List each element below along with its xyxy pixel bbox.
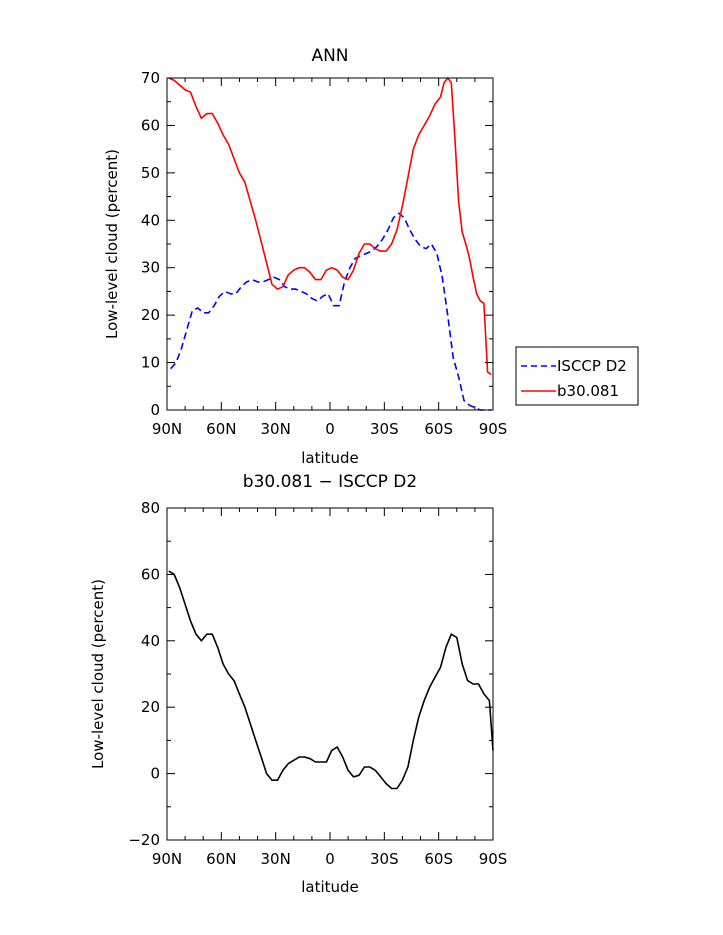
top-chart-frame (166, 77, 494, 411)
top-chart-ticks: 90N 60N 30N 0 30S 60S 90S 0 10 20 30 40 50 60 70 (141, 69, 507, 438)
top-x-tick-label: 90S (479, 420, 508, 438)
top-series-line-1 (168, 77, 492, 376)
top-chart-y-axis-title: Low-level cloud (percent) (103, 149, 121, 339)
bottom-chart-x-axis-title: latitude (301, 878, 359, 896)
top-x-tick-label: 60S (424, 420, 453, 438)
bottom-x-tick-label: 30N (261, 850, 291, 868)
top-y-tick-label: 50 (141, 164, 160, 182)
bottom-chart-title: b30.081 − ISCCP D2 (243, 472, 417, 492)
top-y-tick-label: 0 (150, 401, 160, 419)
bottom-x-tick-label: 60N (206, 850, 236, 868)
bottom-y-tick-label: 80 (141, 499, 160, 517)
legend-box (515, 346, 639, 406)
top-y-tick-label: 40 (141, 211, 160, 229)
top-x-tick-label: 90N (152, 420, 182, 438)
bottom-y-tick-label: 60 (141, 565, 160, 583)
top-x-tick-label: 60N (206, 420, 236, 438)
top-y-tick-label: 70 (141, 69, 160, 87)
bottom-y-tick-label: 40 (141, 632, 160, 650)
bottom-x-tick-label: 90S (479, 850, 508, 868)
bottom-chart-y-axis-title: Low-level cloud (percent) (89, 579, 107, 769)
legend: ISCCP D2 b30.081 (515, 346, 639, 406)
bottom-chart-marks (168, 570, 494, 790)
bottom-series-line-0 (168, 570, 494, 790)
bottom-x-tick-label: 30S (370, 850, 399, 868)
bottom-x-tick-label: 0 (325, 850, 335, 868)
top-y-tick-label: 10 (141, 354, 160, 372)
bottom-y-tick-label: −20 (128, 831, 160, 849)
top-chart-marks (168, 77, 492, 411)
top-series-line-0 (170, 212, 492, 411)
top-x-tick-label: 30S (370, 420, 399, 438)
bottom-chart: b30.081 − ISCCP D2 90N 60N 30N 0 30S 60S 90S −2… (89, 472, 507, 896)
top-x-tick-label: 0 (325, 420, 335, 438)
top-chart-title: ANN (311, 46, 348, 66)
top-y-tick-label: 30 (141, 259, 160, 277)
top-y-tick-label: 20 (141, 306, 160, 324)
legend-label-b30: b30.081 (557, 382, 619, 400)
bottom-x-tick-label: 90N (152, 850, 182, 868)
bottom-y-tick-label: 0 (150, 765, 160, 783)
top-chart: ANN 90N 60N 30N 0 30S 60S 90S 0 10 20 30 40 50 60 70 l… (103, 46, 639, 467)
top-y-tick-label: 60 (141, 116, 160, 134)
bottom-chart-frame (166, 507, 494, 841)
top-chart-x-axis-title: latitude (301, 449, 359, 467)
top-x-tick-label: 30N (261, 420, 291, 438)
bottom-y-tick-label: 20 (141, 698, 160, 716)
legend-label-isccp: ISCCP D2 (557, 357, 627, 375)
bottom-chart-ticks: 90N 60N 30N 0 30S 60S 90S −20 0 20 40 60 80 (128, 499, 507, 868)
bottom-x-tick-label: 60S (424, 850, 453, 868)
